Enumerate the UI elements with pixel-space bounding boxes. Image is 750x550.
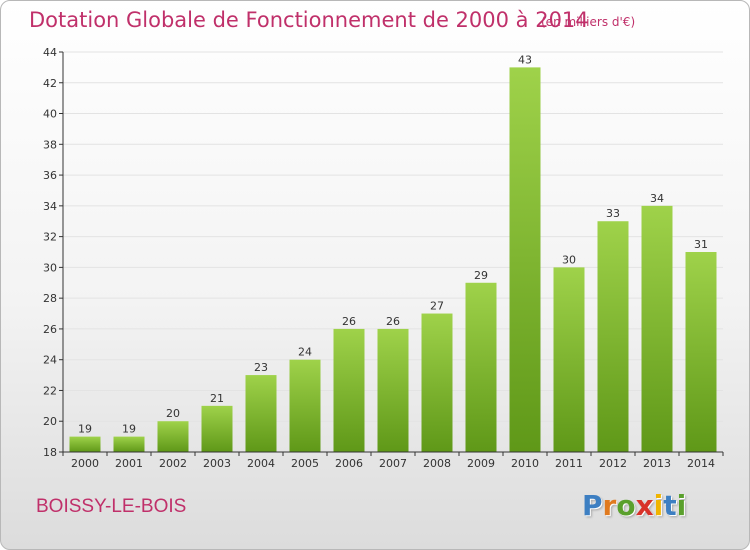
data-labels: 19 19 20 21 23 24 26 26 27 29 43 30 33 34 31 [78,53,708,435]
logo-letter: i [676,489,687,522]
bar-2012[interactable] [597,221,629,452]
data-label-2005: 24 [298,346,312,359]
x-tick-label-2013: 2013 [643,457,671,470]
y-tick-label: 28 [43,292,57,305]
data-label-2012: 33 [606,207,620,220]
y-tick-label: 20 [43,415,57,428]
proxiti-logo[interactable]: Proxiti [582,489,686,522]
x-tick-label-2002: 2002 [159,457,187,470]
logo-letter: t [663,489,677,522]
data-label-2002: 20 [166,407,180,420]
y-tick-label: 38 [43,138,57,151]
bar-2008[interactable] [421,313,453,452]
data-label-2010: 43 [518,53,532,66]
data-label-2014: 31 [694,238,708,251]
bar-2005[interactable] [289,359,321,452]
data-label-2011: 30 [562,253,576,266]
logo-letter: o [616,489,636,522]
data-label-2001: 19 [122,423,136,436]
logo-letter: r [602,489,617,522]
chart-title: Dotation Globale de Fonctionnement de 20… [29,8,589,32]
x-tick-label-2014: 2014 [687,457,715,470]
bar-2007[interactable] [377,328,409,452]
bar-2010[interactable] [509,67,541,452]
y-tick-label: 32 [43,231,57,244]
bar-2014[interactable] [685,252,717,452]
x-tick-label-2009: 2009 [467,457,495,470]
commune-name: BOISSY-LE-BOIS [36,496,187,517]
y-tick-label: 30 [43,261,57,274]
y-tick-label: 44 [43,46,57,59]
y-tick-label: 24 [43,354,57,367]
bar-2006[interactable] [333,328,365,452]
bar-2011[interactable] [553,267,585,452]
y-tick-label: 42 [43,77,57,90]
bar-2003[interactable] [201,405,233,452]
x-tick-label-2011: 2011 [555,457,583,470]
x-tick-label-2007: 2007 [379,457,407,470]
x-tick-label-2003: 2003 [203,457,231,470]
y-tick-label: 36 [43,169,57,182]
data-label-2008: 27 [430,300,444,313]
logo-letter: P [582,489,603,522]
data-label-2000: 19 [78,423,92,436]
x-tick-label-2000: 2000 [71,457,99,470]
y-tick-label: 22 [43,384,57,397]
y-tick-label: 40 [43,108,57,121]
x-tick-label-2004: 2004 [247,457,275,470]
bar-2000[interactable] [69,436,101,452]
data-label-2013: 34 [650,192,664,205]
data-label-2004: 23 [254,361,268,374]
y-tick-label: 18 [43,446,57,459]
bars [69,67,717,452]
bar-2013[interactable] [641,205,673,452]
data-label-2003: 21 [210,392,224,405]
logo-letter: x [635,489,654,522]
y-tick-label: 34 [43,200,57,213]
data-label-2007: 26 [386,315,400,328]
data-label-2009: 29 [474,269,488,282]
x-tick-label-2012: 2012 [599,457,627,470]
logo-letter: i [653,489,664,522]
data-label-2006: 26 [342,315,356,328]
x-tick-label-2010: 2010 [511,457,539,470]
x-tick-label-2008: 2008 [423,457,451,470]
y-tick-label: 26 [43,323,57,336]
x-tick-label-2005: 2005 [291,457,319,470]
bar-2001[interactable] [113,436,145,452]
x-tick-label-2001: 2001 [115,457,143,470]
x-tick-label-2006: 2006 [335,457,363,470]
axes: 18 20 22 24 26 28 30 32 34 36 38 40 42 44 2000 2001 2002… [43,46,724,470]
chart-subtitle: (en milliers d'€) [541,15,636,29]
bar-2009[interactable] [465,282,497,452]
bar-2004[interactable] [245,375,277,452]
bar-2002[interactable] [157,421,189,452]
